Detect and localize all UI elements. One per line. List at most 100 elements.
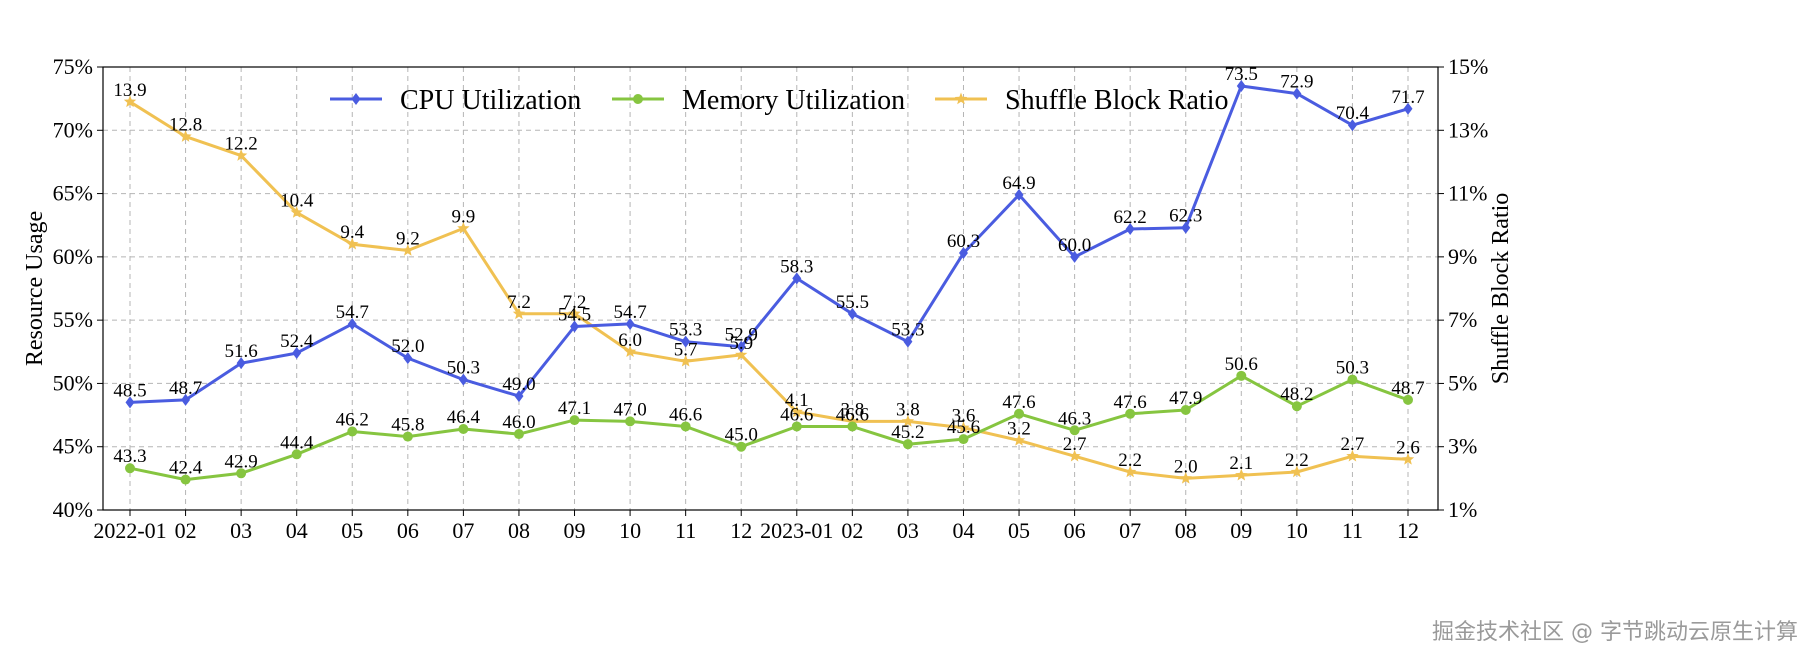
data-label: 47.6 [1002,392,1035,413]
data-point-marker [1014,408,1025,419]
data-labels: 48.5 48.7 51.6 52.4 54.7 52.0 50.3 49.0 54.5 54.7… [113,64,1424,479]
data-label: 2.7 [1063,434,1087,455]
data-label: 45.8 [391,415,424,436]
data-point-marker [680,421,691,432]
x-tick-label: 08 [1175,518,1197,543]
data-label: 62.3 [1169,206,1202,227]
data-label: 9.4 [340,222,364,243]
y-tick-label: 65% [53,181,93,206]
data-point-marker [1401,452,1415,465]
data-point-marker [403,352,413,365]
data-label: 2.2 [1118,450,1142,471]
data-point-marker [791,421,802,432]
data-point-marker [1403,394,1413,405]
data-label: 60.3 [947,231,980,252]
data-point-marker [568,307,581,320]
data-label: 45.6 [947,417,980,438]
data-point-marker [125,396,135,409]
x-tick-label: 04 [286,518,308,543]
series-cpu-utilization [125,79,1413,409]
data-point-marker [623,345,637,357]
data-label: 45.2 [891,422,924,443]
data-point-marker [290,206,303,218]
data-label: 46.6 [836,404,869,425]
data-point-marker [1236,370,1247,381]
x-tick-label: 12 [730,518,752,543]
data-label: 60.0 [1058,235,1091,256]
y-axis-label-left: Resource Usage [22,211,48,366]
data-label: 48.7 [1391,378,1424,399]
data-point-marker [846,414,859,427]
data-label: 2.0 [1174,456,1198,477]
data-label: 2.6 [1396,437,1420,458]
data-point-marker [792,272,802,285]
data-label: 52.0 [391,336,424,357]
x-tick-label: 11 [675,518,696,543]
data-label: 48.7 [169,378,202,399]
y-tick-label: 70% [53,117,93,142]
data-point-marker [954,92,968,105]
data-point-marker [1012,433,1026,446]
x-tick-label: 06 [397,518,419,543]
data-label: 2.1 [1229,453,1253,474]
data-point-marker [347,317,357,330]
series-line [129,374,1409,482]
series-shuffle-block-ratio [123,95,1415,484]
data-label: 48.5 [113,380,146,401]
y-axis-label-right: Shuffle Block Ratio [1488,193,1514,385]
data-label: 46.6 [780,404,813,425]
data-label: 52.9 [725,325,758,346]
data-label: 71.7 [1391,87,1424,108]
legend-label: CPU Utilization [400,85,581,116]
data-label: 62.2 [1114,207,1147,228]
y-tick-label-right: 13% [1448,117,1488,142]
x-tick-label: 10 [1286,518,1308,543]
right-axis-ticks: 1% 3% 5% 7% 9% 11% 13% 15% [1438,54,1488,522]
data-point-marker [1070,250,1080,263]
data-label: 47.0 [613,399,646,420]
series-line [129,84,1409,404]
legend-item: Shuffle Block Ratio [935,85,1228,116]
data-label: 72.9 [1280,72,1313,93]
data-label: 64.9 [1002,173,1035,194]
x-tick-label: 2022-01 [93,518,166,543]
data-point-marker [1181,221,1191,234]
legend-item: CPU Utilization [330,85,581,116]
data-point-marker [1346,449,1359,462]
left-axis-ticks: 40% 45% 50% 55% 60% 65% 70% 75% [53,54,103,522]
data-point-marker [958,434,969,445]
data-label: 42.9 [225,451,258,472]
data-label: 5.7 [674,339,698,360]
data-point-marker [901,414,915,427]
data-point-marker [958,247,968,260]
x-tick-label: 09 [1230,518,1252,543]
data-point-marker [234,149,248,161]
data-label: 43.3 [113,446,146,467]
data-point-marker [125,463,135,474]
data-point-marker [458,373,468,386]
data-label: 3.2 [1007,418,1031,439]
data-label: 13.9 [113,80,146,101]
data-point-marker [347,426,358,437]
data-label: 73.5 [1225,64,1258,85]
data-point-marker [180,474,191,485]
data-label: 51.6 [225,341,258,362]
y-tick-label: 45% [53,434,93,459]
data-point-marker [902,439,913,450]
data-point-marker [1014,188,1024,201]
x-tick-label: 11 [1342,518,1363,543]
data-label: 3.8 [896,399,920,420]
series-memory-utilization [125,370,1413,485]
data-point-marker [735,348,748,361]
data-point-marker [236,357,246,370]
data-label: 50.6 [1225,354,1258,375]
data-label: 46.2 [336,410,369,431]
y-tick-label-right: 15% [1448,54,1488,79]
data-label: 48.2 [1280,384,1313,405]
data-point-marker [1125,408,1136,419]
x-tick-label: 07 [452,518,474,543]
data-point-marker [625,416,636,427]
data-label: 47.1 [558,398,591,419]
data-label: 44.4 [280,432,314,453]
data-point-marker [1347,374,1358,385]
